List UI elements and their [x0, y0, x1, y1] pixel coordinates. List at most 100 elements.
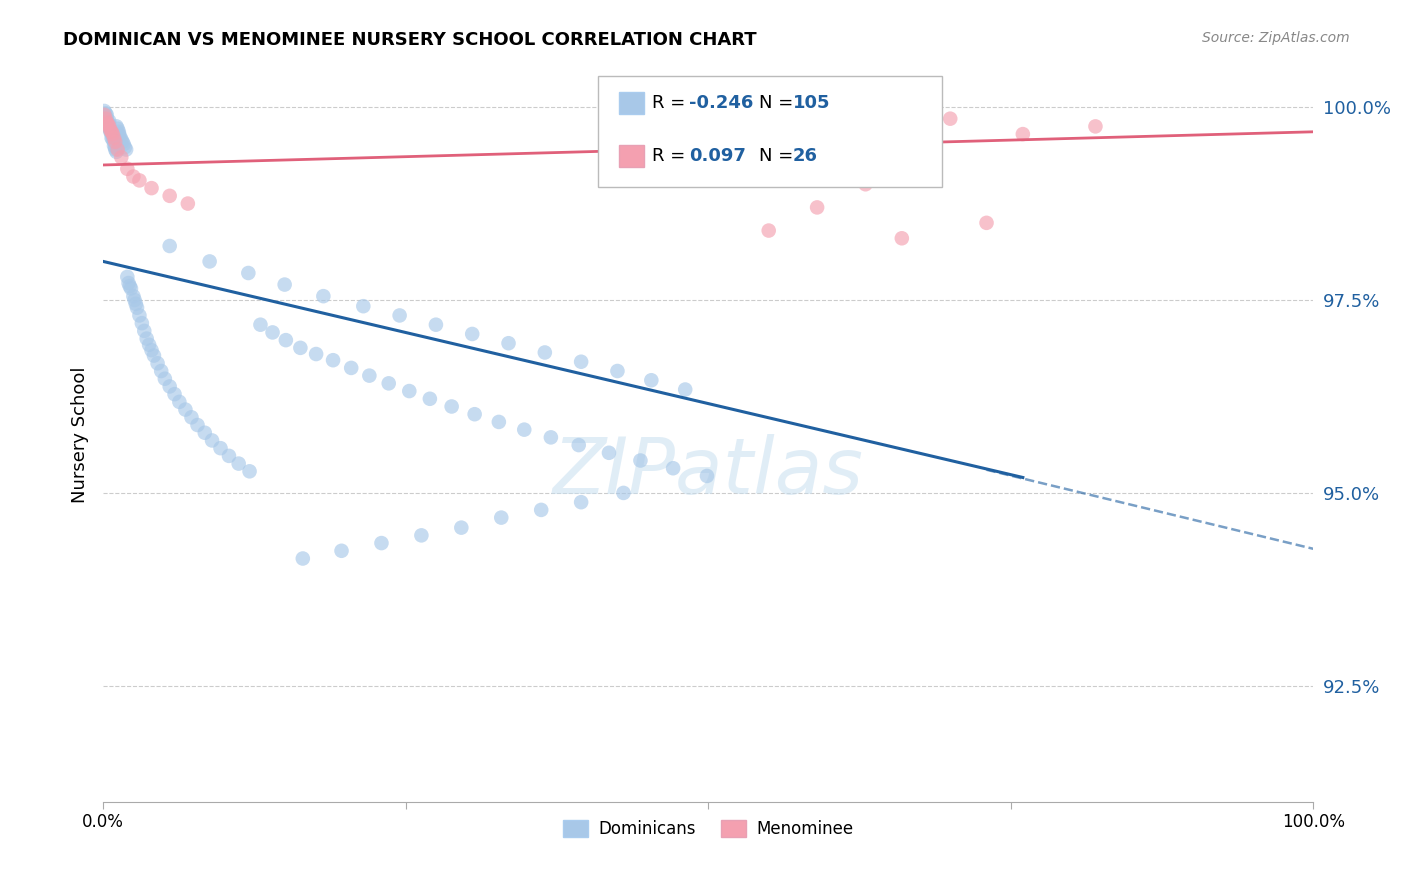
Point	[201, 434, 224, 448]
Legend: Dominicans, Menominee: Dominicans, Menominee	[557, 813, 859, 845]
Point	[291, 551, 314, 566]
Point	[101, 132, 124, 146]
Point	[180, 410, 202, 425]
Point	[312, 289, 335, 303]
Point	[108, 127, 131, 141]
Point	[115, 143, 138, 157]
Point	[125, 297, 148, 311]
Point	[96, 115, 118, 129]
Point	[530, 503, 553, 517]
Point	[124, 293, 146, 307]
Point	[135, 332, 157, 346]
Point	[411, 528, 433, 542]
Point	[112, 137, 135, 152]
Point	[107, 121, 129, 136]
Point	[94, 112, 117, 126]
Point	[117, 269, 139, 284]
Point	[100, 123, 122, 137]
Point	[440, 400, 463, 414]
Point	[111, 135, 134, 149]
Point	[100, 131, 122, 145]
Point	[96, 112, 118, 126]
Point	[305, 347, 328, 361]
Point	[108, 129, 131, 144]
Point	[97, 117, 120, 131]
Point	[612, 486, 634, 500]
Point	[100, 127, 122, 141]
Point	[662, 461, 685, 475]
Point	[322, 353, 344, 368]
Point	[238, 464, 260, 478]
Point	[141, 343, 163, 358]
Point	[142, 349, 165, 363]
Text: R =: R =	[652, 146, 692, 165]
Point	[491, 510, 513, 524]
Point	[138, 338, 160, 352]
Point	[100, 123, 122, 137]
Point	[238, 266, 260, 280]
Point	[598, 446, 620, 460]
Point	[640, 373, 662, 387]
Point	[125, 301, 148, 315]
Point	[340, 360, 363, 375]
Point	[169, 395, 191, 409]
Text: 26: 26	[793, 146, 818, 165]
Point	[855, 178, 877, 192]
Point	[758, 223, 780, 237]
Point	[141, 181, 163, 195]
Point	[464, 407, 486, 421]
Text: -0.246: -0.246	[689, 94, 754, 112]
Point	[513, 423, 536, 437]
Text: ZIPatlas: ZIPatlas	[553, 434, 863, 509]
Point	[122, 169, 145, 184]
Point	[93, 108, 115, 122]
Point	[105, 145, 128, 159]
Point	[134, 324, 156, 338]
Text: N =: N =	[759, 94, 799, 112]
Point	[806, 201, 828, 215]
Point	[198, 254, 221, 268]
Point	[890, 231, 912, 245]
Point	[118, 279, 141, 293]
Point	[540, 430, 562, 444]
Text: Source: ZipAtlas.com: Source: ZipAtlas.com	[1202, 31, 1350, 45]
Point	[104, 135, 127, 149]
Point	[450, 521, 472, 535]
Point	[94, 106, 117, 120]
Point	[117, 276, 139, 290]
Point	[218, 449, 240, 463]
Point	[96, 108, 118, 122]
Point	[976, 216, 998, 230]
Point	[569, 495, 592, 509]
Point	[105, 120, 128, 134]
Point	[159, 189, 181, 203]
Point	[98, 114, 121, 128]
Point	[419, 392, 441, 406]
Point	[330, 543, 353, 558]
Point	[103, 135, 125, 149]
Point	[461, 326, 484, 341]
Point	[97, 115, 120, 129]
Point	[114, 140, 136, 154]
Point	[104, 143, 127, 157]
Point	[146, 356, 169, 370]
Point	[488, 415, 510, 429]
Point	[388, 309, 411, 323]
Point	[630, 453, 652, 467]
Text: R =: R =	[652, 94, 692, 112]
Point	[120, 281, 142, 295]
Point	[117, 161, 139, 176]
Point	[673, 383, 696, 397]
Point	[103, 131, 125, 145]
Point	[359, 368, 381, 383]
Point	[110, 132, 132, 146]
Point	[153, 372, 176, 386]
Point	[498, 336, 520, 351]
Point	[122, 289, 145, 303]
Point	[352, 299, 374, 313]
Point	[606, 364, 628, 378]
Point	[177, 196, 200, 211]
Point	[101, 127, 124, 141]
Point	[262, 326, 284, 340]
Point	[94, 109, 117, 123]
